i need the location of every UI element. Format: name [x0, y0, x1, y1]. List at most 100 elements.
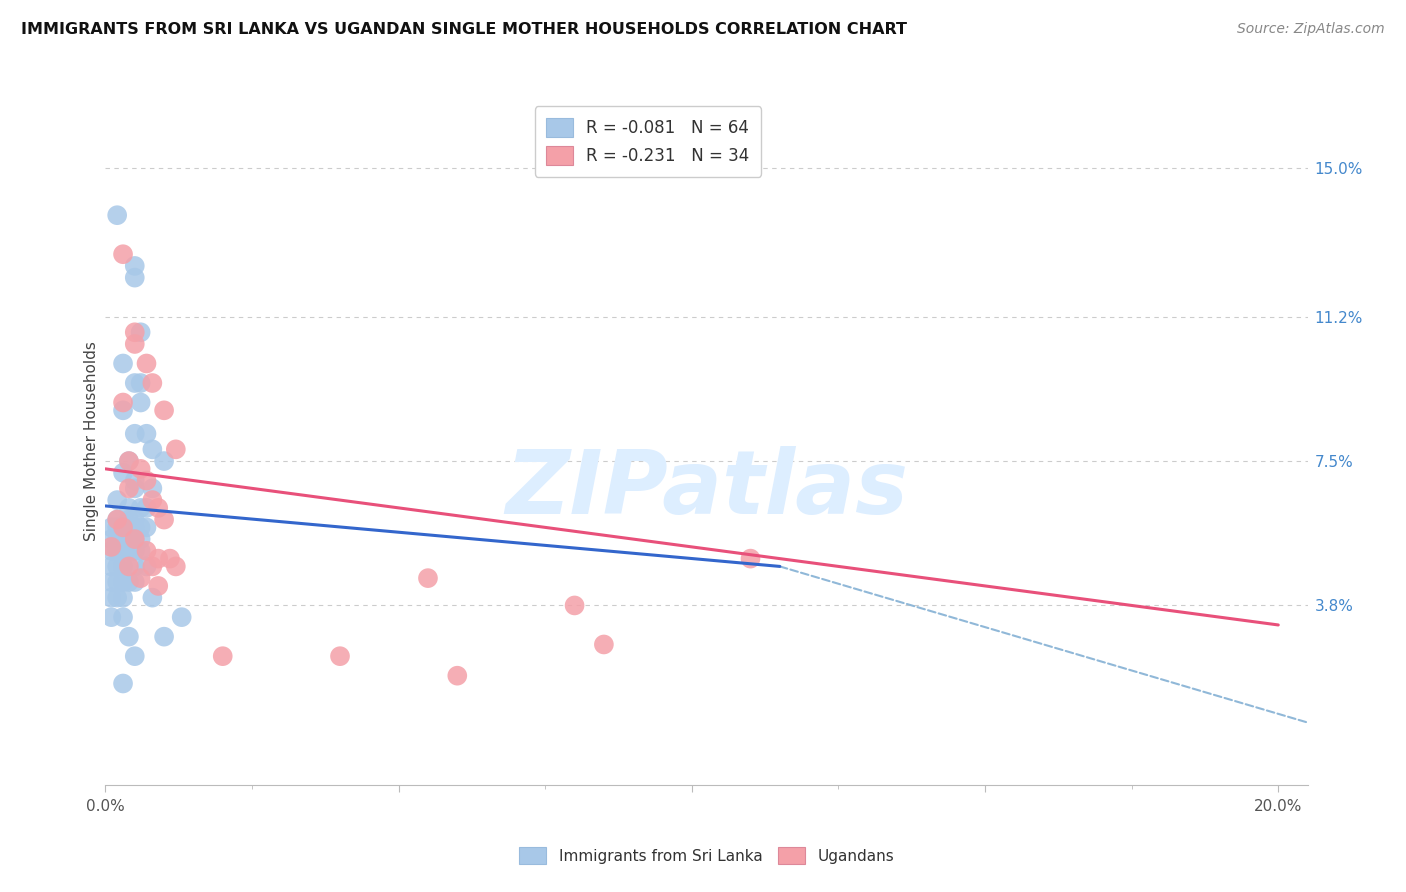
Point	[112, 395, 135, 409]
Point	[170, 610, 193, 624]
Point	[105, 512, 128, 526]
Point	[740, 551, 762, 566]
Point	[100, 575, 122, 590]
Point	[112, 610, 135, 624]
Point	[100, 559, 122, 574]
Point	[118, 630, 141, 644]
Point	[124, 474, 146, 488]
Point	[165, 442, 187, 457]
Point	[112, 591, 135, 605]
Point	[135, 559, 157, 574]
Point	[118, 500, 141, 515]
Point	[124, 559, 146, 574]
Point	[211, 649, 233, 664]
Legend: Immigrants from Sri Lanka, Ugandans: Immigrants from Sri Lanka, Ugandans	[510, 838, 903, 873]
Point	[112, 466, 135, 480]
Point	[124, 376, 146, 390]
Text: Source: ZipAtlas.com: Source: ZipAtlas.com	[1237, 22, 1385, 37]
Point	[141, 376, 163, 390]
Point	[129, 500, 152, 515]
Point	[153, 403, 176, 417]
Point	[135, 520, 157, 534]
Point	[105, 544, 128, 558]
Point	[148, 551, 170, 566]
Point	[124, 649, 146, 664]
Point	[135, 474, 157, 488]
Point	[141, 591, 163, 605]
Point	[112, 520, 135, 534]
Point	[148, 579, 170, 593]
Point	[118, 575, 141, 590]
Point	[118, 482, 141, 496]
Point	[124, 512, 146, 526]
Point	[141, 442, 163, 457]
Point	[118, 454, 141, 468]
Point	[148, 500, 170, 515]
Point	[124, 426, 146, 441]
Point	[141, 482, 163, 496]
Point	[135, 356, 157, 371]
Point	[141, 559, 163, 574]
Point	[124, 270, 146, 285]
Point	[100, 540, 122, 554]
Point	[153, 454, 176, 468]
Point	[118, 532, 141, 546]
Point	[118, 454, 141, 468]
Y-axis label: Single Mother Households: Single Mother Households	[83, 342, 98, 541]
Point	[129, 462, 152, 476]
Point	[112, 356, 135, 371]
Point	[100, 532, 122, 546]
Point	[105, 532, 128, 546]
Point	[118, 559, 141, 574]
Point	[124, 325, 146, 339]
Point	[593, 637, 616, 651]
Point	[564, 599, 586, 613]
Point	[129, 325, 152, 339]
Point	[112, 520, 135, 534]
Point	[159, 551, 181, 566]
Point	[112, 403, 135, 417]
Point	[153, 630, 176, 644]
Point	[105, 575, 128, 590]
Point	[124, 520, 146, 534]
Point	[124, 482, 146, 496]
Point	[100, 591, 122, 605]
Point	[416, 571, 439, 585]
Point	[105, 493, 128, 508]
Point	[135, 500, 157, 515]
Point	[135, 544, 157, 558]
Point	[129, 395, 152, 409]
Point	[118, 544, 141, 558]
Point	[124, 259, 146, 273]
Point	[124, 532, 146, 546]
Point	[112, 676, 135, 690]
Point	[141, 493, 163, 508]
Point	[112, 559, 135, 574]
Point	[129, 544, 152, 558]
Text: ZIPatlas: ZIPatlas	[505, 446, 908, 533]
Point	[124, 532, 146, 546]
Point	[100, 544, 122, 558]
Point	[100, 520, 122, 534]
Point	[153, 512, 176, 526]
Point	[105, 512, 128, 526]
Point	[129, 376, 152, 390]
Point	[446, 669, 468, 683]
Point	[129, 571, 152, 585]
Point	[105, 208, 128, 222]
Point	[112, 544, 135, 558]
Point	[105, 520, 128, 534]
Point	[112, 575, 135, 590]
Point	[112, 532, 135, 546]
Point	[100, 610, 122, 624]
Text: IMMIGRANTS FROM SRI LANKA VS UGANDAN SINGLE MOTHER HOUSEHOLDS CORRELATION CHART: IMMIGRANTS FROM SRI LANKA VS UGANDAN SIN…	[21, 22, 907, 37]
Point	[135, 426, 157, 441]
Point	[329, 649, 352, 664]
Point	[105, 559, 128, 574]
Point	[118, 512, 141, 526]
Point	[129, 520, 152, 534]
Point	[129, 532, 152, 546]
Point	[124, 575, 146, 590]
Point	[165, 559, 187, 574]
Point	[112, 247, 135, 261]
